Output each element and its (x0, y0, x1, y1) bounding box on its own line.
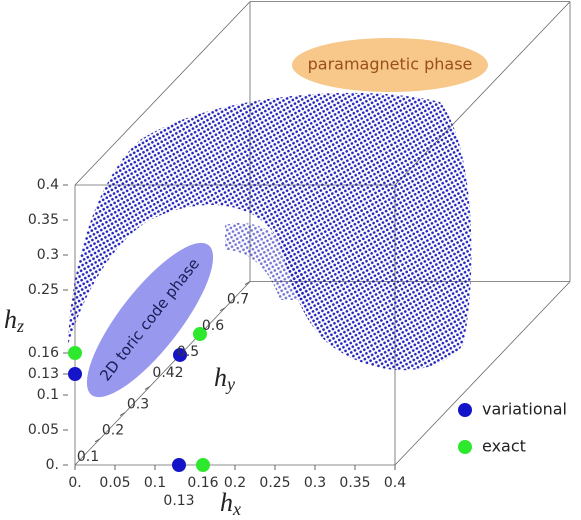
annotation: paramagnetic phase (308, 55, 473, 74)
y-tick-label: 0.6 (202, 318, 224, 334)
z-tick-label: 0.1 (37, 387, 59, 403)
legend-label: exact (482, 437, 526, 456)
y-tick-label: 0.1 (77, 449, 99, 465)
y-tick (219, 307, 226, 312)
x-tick-label: 0. (68, 475, 81, 491)
z-tick-label: 0. (46, 457, 59, 473)
z-tick-label: 0.4 (37, 177, 59, 193)
point (196, 458, 210, 472)
legend-marker (458, 403, 472, 417)
point (193, 327, 207, 341)
y-tick-label: 0.5 (177, 344, 199, 360)
point (173, 347, 187, 362)
y-tick-label: 0.42 (152, 365, 183, 381)
legend-marker (458, 440, 472, 454)
y-tick-label: 0.3 (127, 396, 149, 412)
box-edge (74, 1, 251, 186)
y-tick (94, 438, 101, 443)
box-edge (74, 281, 251, 466)
phase-surface (68, 92, 472, 371)
z-tick-label: 0.3 (37, 247, 59, 263)
x-tick-label: 0.05 (99, 475, 130, 491)
x-tick-label: 0.35 (339, 475, 370, 491)
paramagnetic-label: paramagnetic phase (292, 38, 488, 92)
point (68, 346, 82, 360)
x-tick-label: 0.16 (187, 475, 218, 491)
z-tick-label: 0.25 (28, 282, 59, 298)
x-axis-label: hx (220, 488, 241, 519)
y-tick-label: 0.2 (102, 423, 124, 439)
y-tick-label: 0.7 (227, 292, 249, 308)
legend-label: variational (482, 400, 567, 419)
z-tick-label: 0.35 (28, 212, 59, 228)
x-tick-label: 0.13 (163, 493, 194, 509)
y-tick (119, 412, 126, 417)
x-tick-label: 0.2 (224, 475, 246, 491)
y-axis-label: hy (214, 363, 235, 394)
z-tick-label: 0.05 (28, 422, 59, 438)
point (68, 367, 82, 381)
z-tick-label: 0.16 (28, 345, 59, 361)
box-edge (394, 281, 571, 466)
x-tick-label: 0.25 (259, 475, 290, 491)
points (68, 327, 210, 472)
x-tick-label: 0.4 (384, 475, 406, 491)
z-tick-label: 0.13 (28, 366, 59, 382)
point (172, 458, 186, 472)
y-tick (244, 281, 251, 286)
x-tick-label: 0.3 (304, 475, 326, 491)
x-tick-label: 0.1 (144, 475, 166, 491)
z-axis-label: hz (4, 305, 24, 336)
y-tick (144, 385, 151, 390)
